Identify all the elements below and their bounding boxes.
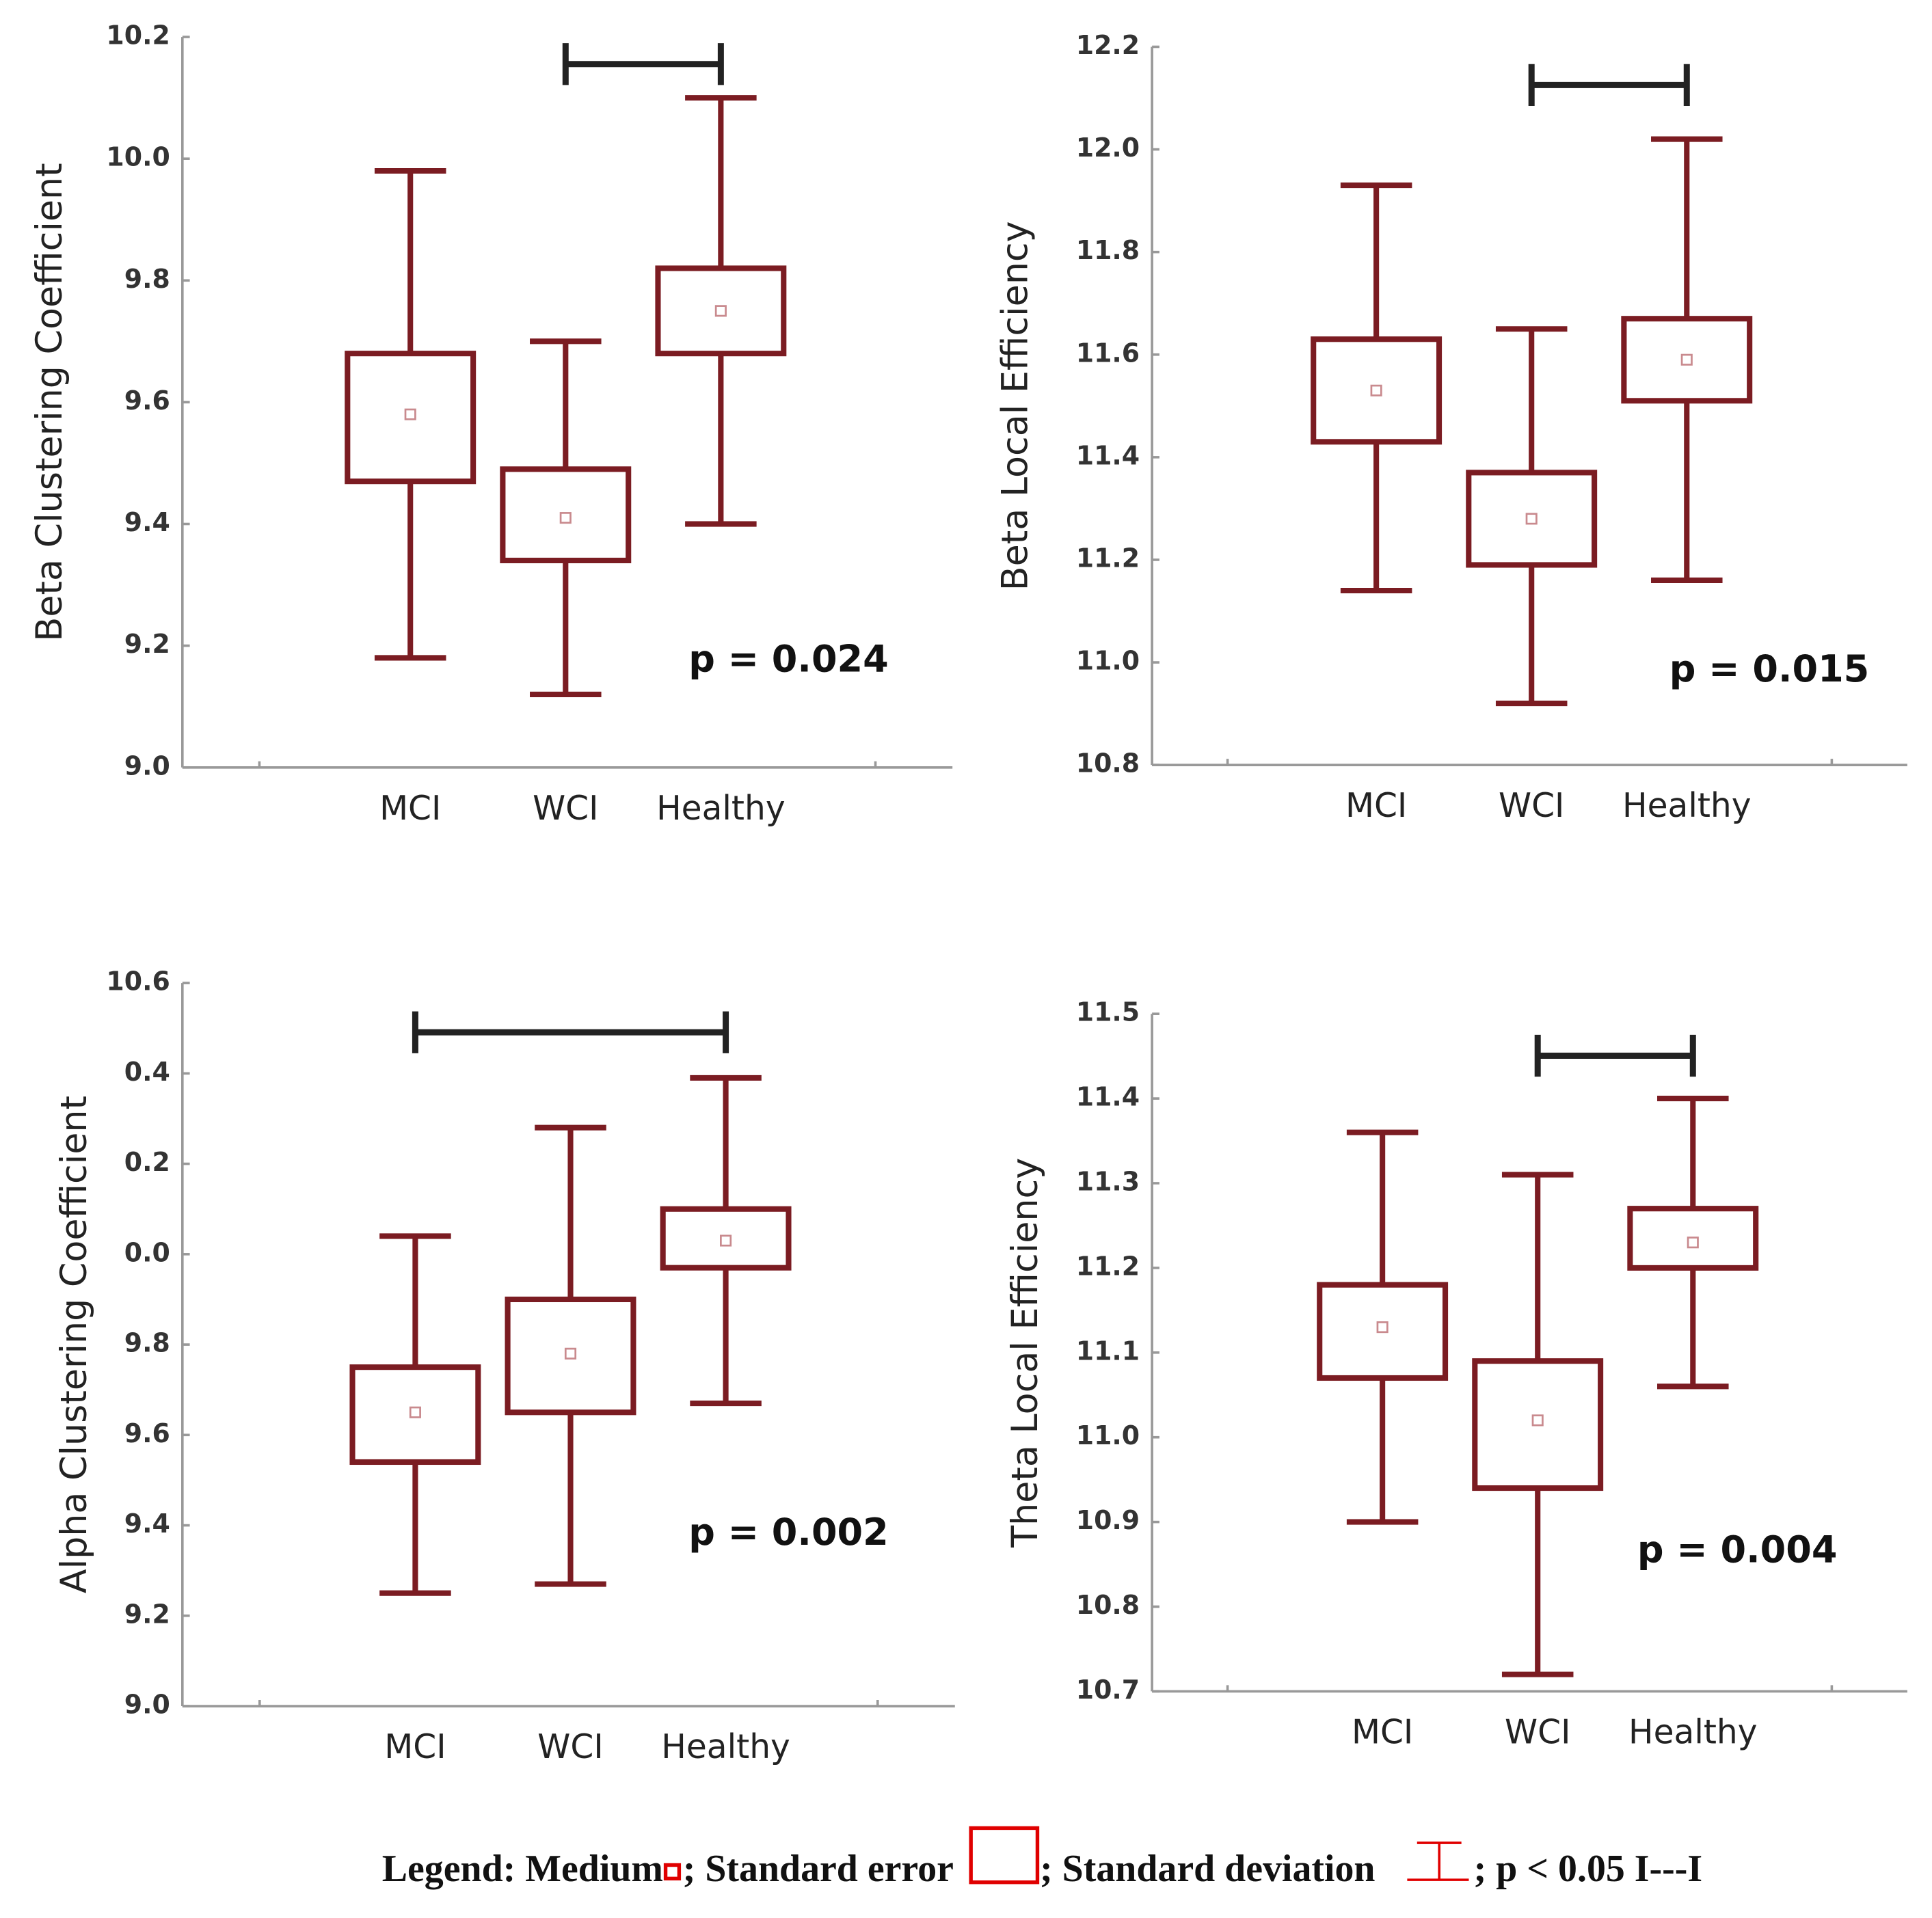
- chart: 10.7 10.8 10.9 11.0 11.1 11.2 11.3 11.4 11.5 Thet…: [1004, 997, 1907, 1751]
- significance-bracket: [412, 1011, 729, 1053]
- y-tick-label: 11.5: [1076, 997, 1140, 1027]
- y-axis-label: Theta Local Efficiency: [1004, 1158, 1046, 1548]
- se-box: [655, 265, 787, 357]
- y-tick-label: 9.8: [124, 1328, 170, 1358]
- legend-item: ; p < 0.05 I---I: [1474, 1848, 1702, 1890]
- x-tick-label: MCI: [1345, 787, 1407, 825]
- y-tick-label: 11.6: [1076, 338, 1140, 368]
- se-box: [1317, 1282, 1449, 1381]
- y-tick-label: 11.1: [1076, 1336, 1140, 1366]
- se-box: [349, 1364, 481, 1465]
- mean-marker: [1370, 384, 1382, 396]
- se-box: [660, 1206, 792, 1271]
- significance-bracket: [1528, 64, 1690, 106]
- y-tick-label: 10.6: [106, 967, 170, 997]
- y-tick-label: 0.0: [124, 1237, 170, 1267]
- x-tick-label: MCI: [1352, 1713, 1413, 1751]
- mean-marker: [714, 305, 727, 317]
- x-tick-label: Healthy: [1628, 1713, 1758, 1751]
- mean-marker: [1680, 353, 1693, 366]
- mean-marker: [564, 1347, 577, 1360]
- y-tick-label: 9.4: [124, 507, 170, 537]
- chart: 9.0 9.2 9.4 9.6 9.8 10.0 10.2 Beta Clustering C…: [29, 21, 953, 828]
- mean-marker: [1687, 1237, 1699, 1249]
- legend-item: Legend: Medium: [382, 1848, 663, 1890]
- mean-marker: [1531, 1414, 1544, 1427]
- x-tick-label: Healthy: [656, 789, 786, 828]
- y-tick-label: 11.3: [1076, 1166, 1140, 1196]
- y-tick-label: 11.0: [1076, 646, 1140, 676]
- mean-marker: [404, 408, 416, 420]
- annotation: p = 0.002: [688, 1511, 889, 1554]
- y-tick-label: 10.7: [1076, 1675, 1140, 1705]
- mean-marker: [1525, 513, 1538, 525]
- annotation: p = 0.024: [688, 637, 889, 680]
- y-tick-label: 11.4: [1076, 440, 1140, 470]
- y-tick-label: 12.2: [1076, 30, 1140, 60]
- legend-item: ; Standard deviation: [1040, 1848, 1375, 1890]
- y-tick-label: 11.2: [1076, 1251, 1140, 1281]
- y-tick-label: 11.2: [1076, 543, 1140, 573]
- y-tick-label: 9.6: [124, 1418, 170, 1448]
- y-tick-label: 10.9: [1076, 1505, 1140, 1535]
- x-tick-label: WCI: [1505, 1713, 1570, 1751]
- x-tick-label: Healthy: [1622, 787, 1752, 825]
- se-box: [500, 466, 632, 564]
- x-tick-label: WCI: [1499, 787, 1564, 825]
- mean-marker: [1376, 1321, 1388, 1334]
- y-tick-label: 11.0: [1076, 1420, 1140, 1450]
- x-tick-label: Healthy: [661, 1728, 790, 1766]
- y-tick-label: 10.8: [1076, 1590, 1140, 1620]
- annotation: p = 0.004: [1637, 1528, 1838, 1571]
- se-box: [1621, 316, 1753, 404]
- y-tick-label: 9.0: [124, 1690, 170, 1720]
- y-tick-label: 11.4: [1076, 1082, 1140, 1112]
- chart: 9.0 9.2 9.4 9.6 9.8 0.0 0.2 0.4 10.6 Alpha Cluste…: [53, 967, 955, 1766]
- y-tick-label: 9.6: [124, 386, 170, 416]
- y-tick-label: 12.0: [1076, 133, 1140, 163]
- y-tick-label: 10.8: [1076, 748, 1140, 779]
- x-tick-label: MCI: [379, 789, 441, 828]
- legend-box-icon: [969, 1826, 1040, 1885]
- y-tick-label: 0.4: [124, 1057, 170, 1087]
- se-box: [345, 351, 477, 485]
- x-tick-label: WCI: [537, 1728, 603, 1766]
- y-tick-label: 9.0: [124, 751, 170, 781]
- y-tick-label: 10.0: [106, 142, 170, 172]
- chart: 10.8 11.0 11.2 11.4 11.6 11.8 12.0 12.2 Beta Loc…: [995, 30, 1907, 825]
- legend-whisker-icon: [1407, 1841, 1469, 1881]
- legend-mean-icon: [663, 1863, 682, 1881]
- y-tick-label: 9.4: [124, 1509, 170, 1539]
- mean-marker: [409, 1406, 421, 1418]
- y-tick-label: 0.2: [124, 1147, 170, 1177]
- se-box: [1466, 470, 1598, 568]
- significance-bracket: [1534, 1034, 1696, 1077]
- x-tick-label: MCI: [384, 1728, 446, 1766]
- y-axis-label: Alpha Clustering Coefficient: [53, 1096, 95, 1593]
- legend-item: ; Standard error: [683, 1848, 954, 1890]
- se-box: [505, 1296, 636, 1416]
- mean-marker: [720, 1234, 732, 1247]
- mean-marker: [559, 512, 572, 524]
- y-tick-label: 11.8: [1076, 235, 1140, 265]
- y-axis-label: Beta Clustering Coefficient: [29, 163, 70, 641]
- y-tick-label: 9.2: [124, 629, 170, 659]
- y-axis-label: Beta Local Efficiency: [995, 221, 1036, 591]
- annotation: p = 0.015: [1669, 647, 1870, 690]
- legend: Legend: Medium ; Standard error ; Standard…: [382, 1826, 1702, 1890]
- se-box: [1311, 336, 1443, 445]
- y-tick-label: 9.2: [124, 1599, 170, 1629]
- y-tick-label: 10.2: [106, 21, 170, 51]
- y-tick-label: 9.8: [124, 264, 170, 294]
- x-tick-label: WCI: [533, 789, 598, 828]
- significance-bracket: [562, 43, 724, 85]
